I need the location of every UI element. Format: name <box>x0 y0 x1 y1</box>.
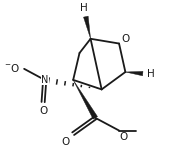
Polygon shape <box>84 16 91 39</box>
Text: N: N <box>41 75 48 85</box>
Text: H: H <box>147 69 154 79</box>
Polygon shape <box>73 80 97 119</box>
Text: H: H <box>80 3 88 13</box>
Text: $^{-}$O: $^{-}$O <box>4 62 20 74</box>
Polygon shape <box>125 71 143 76</box>
Text: O: O <box>39 106 47 116</box>
Text: O: O <box>62 137 70 147</box>
Text: O: O <box>120 132 128 142</box>
Text: O: O <box>121 34 129 44</box>
